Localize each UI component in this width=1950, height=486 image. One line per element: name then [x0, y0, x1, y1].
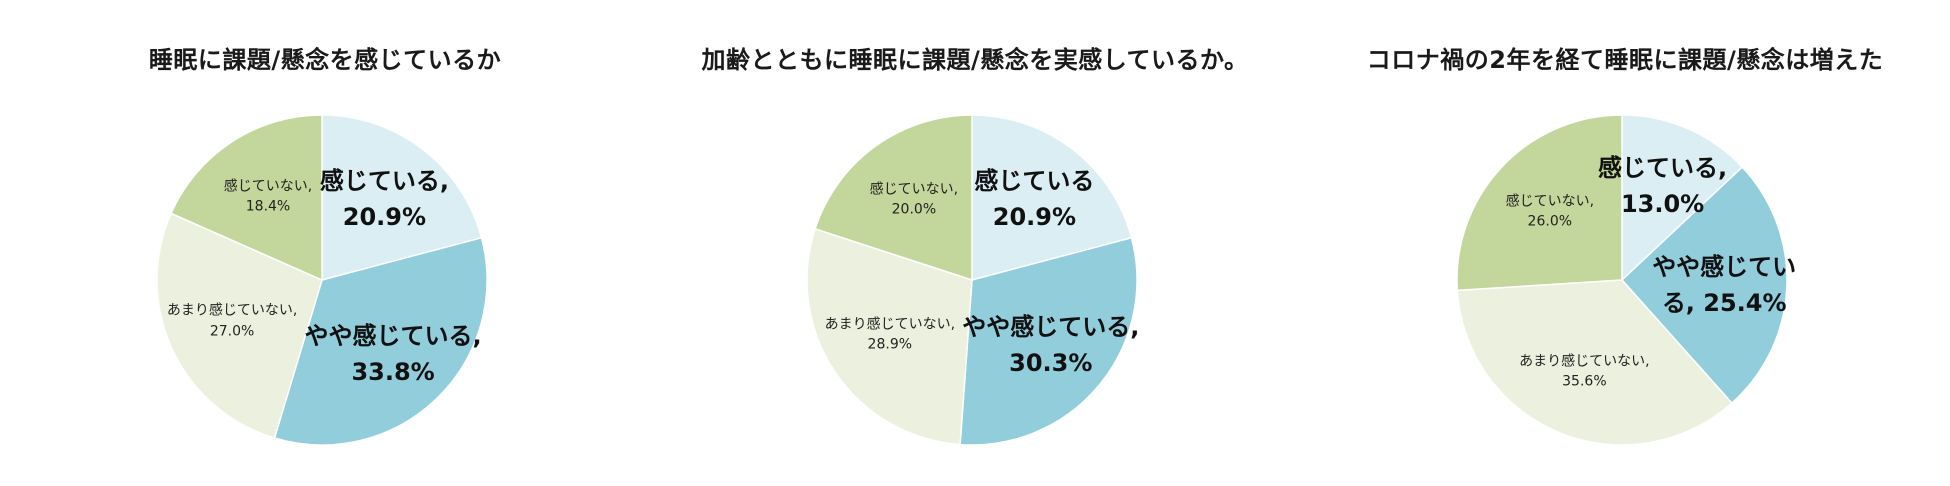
- slice-kanjiteiru: [1621, 114, 1744, 282]
- slice-label-line2: 20.9%: [342, 202, 427, 231]
- slice-kanjiteinai: [814, 114, 973, 282]
- slice-label-line1: やや感じている,: [304, 321, 482, 350]
- slice-data-label: やや感じている, 33.8%: [305, 318, 482, 390]
- chart-title: 睡眠に課題/懸念を感じているか: [148, 46, 502, 74]
- slice-label-line1: 感じている,: [319, 166, 449, 195]
- chart-panel-1: 睡眠に課題/懸念を感じているか 感じている, 20.9% やや感じている, 33.8%…: [0, 0, 650, 486]
- slice-label-line2: 30.3%: [1009, 349, 1093, 378]
- slice-label-line1: やや感じてい: [1652, 252, 1797, 281]
- pie-chart: [156, 114, 488, 446]
- slice-kanjiteiru: [971, 114, 1133, 281]
- slice-label-line2: 27.0%: [209, 323, 255, 340]
- slice-label-line1: あまり感じていない,: [1519, 353, 1650, 370]
- slice-label-line1: 感じていない,: [869, 181, 959, 198]
- slice-data-label: やや感じてい る, 25.4%: [1652, 249, 1796, 321]
- slice-data-label: 感じていない, 20.0%: [870, 180, 958, 221]
- slice-label-line2: 26.0%: [1527, 214, 1573, 231]
- pie-chart: [806, 114, 1138, 446]
- slice-label-line2: 35.6%: [1562, 373, 1607, 390]
- slice-label-line2: 33.8%: [351, 357, 435, 386]
- slice-yaya-kanjiteiru: [959, 236, 1138, 446]
- slice-label-line2: 20.0%: [891, 201, 937, 218]
- slice-amari-kanjiteinai: [806, 227, 973, 446]
- slice-label-line1: やや感じている,: [962, 313, 1140, 342]
- slice-kanjiteinai: [170, 114, 323, 282]
- slice-kanjiteiru: [321, 114, 483, 281]
- slice-data-label: あまり感じていない, 35.6%: [1519, 351, 1649, 392]
- slice-label-line1: 感じていない,: [223, 178, 313, 195]
- slice-label-line1: 感じていない,: [1505, 193, 1595, 210]
- slice-yaya-kanjiteiru: [273, 236, 488, 446]
- slice-label-line1: あまり感じていない,: [166, 303, 298, 320]
- slice-label-line1: 感じている,: [1598, 154, 1728, 183]
- slice-amari-kanjiteinai: [156, 212, 323, 439]
- slice-data-label: 感じている 20.9%: [974, 163, 1094, 235]
- slice-label-line1: あまり感じていない,: [824, 316, 956, 333]
- slice-kanjiteinai: [1456, 114, 1623, 292]
- chart-panel-3: コロナ禍の2年を経て睡眠に課題/懸念は増えた 感じている, 13.0% やや感じてい…: [1300, 0, 1950, 486]
- slice-data-label: あまり感じていない, 28.9%: [825, 315, 955, 356]
- slice-label-line2: 20.9%: [992, 202, 1077, 231]
- slice-data-label: 感じている, 13.0%: [1598, 150, 1727, 222]
- chart-panel-2: 加齢とともに睡眠に課題/懸念を実感しているか。 感じている 20.9% やや感じてい…: [650, 0, 1300, 486]
- slice-data-label: 感じていない, 26.0%: [1506, 192, 1594, 233]
- chart-title: 加齢とともに睡眠に課題/懸念を実感しているか。: [701, 46, 1249, 74]
- slice-data-label: あまり感じていない, 27.0%: [167, 301, 297, 342]
- slice-label-line1: 感じている: [974, 166, 1095, 195]
- slice-label-line2: る, 25.4%: [1661, 288, 1787, 317]
- chart-title: コロナ禍の2年を経て睡眠に課題/懸念は増えた: [1366, 46, 1884, 74]
- slice-label-line2: 28.9%: [867, 337, 913, 354]
- pie-chart: [1456, 114, 1788, 446]
- slice-data-label: やや感じている, 30.3%: [962, 309, 1139, 381]
- slice-label-line2: 18.4%: [245, 199, 291, 216]
- slice-yaya-kanjiteiru: [1620, 165, 1788, 405]
- slice-amari-kanjiteinai: [1456, 279, 1733, 446]
- slice-data-label: 感じていない, 18.4%: [224, 177, 312, 218]
- slice-data-label: 感じている, 20.9%: [320, 163, 449, 235]
- slice-label-line2: 13.0%: [1620, 190, 1705, 219]
